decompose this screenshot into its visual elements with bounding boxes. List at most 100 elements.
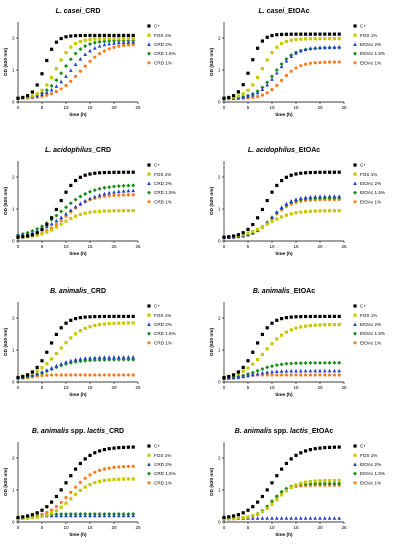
data-point	[122, 477, 126, 481]
data-point	[102, 478, 106, 483]
data-point	[270, 77, 274, 81]
data-point	[284, 175, 288, 179]
data-point	[126, 355, 131, 359]
data-point	[255, 371, 260, 376]
data-point	[284, 330, 288, 334]
data-point	[35, 365, 39, 370]
data-point	[93, 373, 97, 377]
data-point	[265, 347, 269, 351]
data-point	[117, 170, 121, 174]
data-point	[35, 93, 39, 98]
legend-entry: FOS 1%	[154, 453, 171, 458]
data-point	[289, 457, 293, 461]
data-point	[260, 332, 264, 337]
data-point	[117, 189, 121, 194]
data-series	[222, 209, 341, 239]
data-point	[78, 69, 82, 73]
data-point	[50, 341, 54, 345]
data-point	[64, 341, 68, 345]
data-point	[69, 208, 73, 212]
data-point	[45, 230, 49, 234]
data-point	[284, 73, 288, 78]
data-point	[45, 505, 49, 509]
data-point	[270, 74, 274, 79]
data-point	[44, 88, 49, 93]
data-point	[112, 184, 116, 189]
data-point	[74, 74, 78, 79]
y-tick-label: 0	[218, 239, 221, 244]
data-point	[260, 207, 264, 212]
data-point	[78, 33, 82, 38]
data-point	[64, 496, 68, 500]
data-point	[337, 481, 342, 486]
data-point	[117, 355, 121, 359]
data-point	[122, 170, 126, 174]
data-point	[26, 373, 30, 377]
x-tick-label: 25	[341, 105, 347, 110]
data-point	[318, 60, 322, 65]
data-point	[69, 216, 73, 221]
legend-entry: CRD 1.5%	[154, 190, 176, 195]
data-point	[102, 314, 106, 319]
data-point	[50, 508, 54, 512]
data-point	[83, 513, 87, 518]
data-point	[222, 235, 226, 239]
data-point	[49, 221, 54, 226]
data-point	[126, 373, 130, 377]
data-point	[69, 79, 73, 83]
x-axis-label: time (h)	[69, 112, 87, 118]
data-point	[294, 172, 298, 176]
x-tick-label: 5	[247, 385, 250, 390]
data-point	[246, 373, 250, 378]
data-point	[328, 478, 332, 483]
data-point	[251, 514, 255, 518]
data-point	[97, 355, 102, 360]
data-point	[45, 362, 49, 366]
data-point	[126, 188, 131, 193]
data-point	[117, 477, 121, 481]
data-point	[231, 375, 236, 380]
data-point	[289, 38, 293, 42]
data-point	[284, 316, 288, 320]
data-point	[289, 328, 293, 332]
data-point	[260, 510, 264, 514]
data-point	[304, 210, 308, 214]
y-tick-label: 2	[12, 456, 15, 461]
data-point	[256, 216, 260, 220]
data-point	[265, 82, 269, 87]
data-point	[30, 513, 34, 517]
data-point	[30, 94, 34, 98]
data-point	[299, 481, 303, 485]
data-point	[313, 323, 317, 327]
x-tick-label: 20	[111, 525, 117, 530]
data-point	[88, 325, 92, 329]
data-point	[308, 194, 313, 199]
data-point	[304, 62, 308, 66]
legend-entry: C+	[360, 304, 366, 309]
data-point	[265, 326, 269, 330]
data-point	[227, 374, 231, 379]
legend-marker	[353, 471, 357, 476]
data-point	[275, 318, 279, 322]
data-point	[78, 201, 83, 206]
y-axis-label: OD (620 nm)	[3, 327, 9, 356]
data-point	[270, 364, 274, 369]
data-point	[59, 361, 63, 366]
data-point	[303, 368, 308, 373]
legend-entry: EtOAc 1%	[360, 480, 381, 485]
data-point	[107, 478, 111, 482]
data-point	[73, 513, 78, 518]
data-point	[294, 373, 298, 377]
data-point	[49, 87, 54, 92]
data-point	[131, 33, 135, 38]
data-point	[304, 171, 308, 175]
data-point	[88, 33, 92, 38]
x-tick-label: 10	[63, 385, 69, 390]
data-series	[16, 477, 135, 521]
data-point	[313, 479, 317, 483]
legend-entry: CRD 2%	[154, 462, 172, 467]
data-point	[337, 37, 341, 41]
data-point	[332, 37, 336, 41]
data-point	[88, 373, 92, 377]
data-point	[232, 94, 236, 98]
